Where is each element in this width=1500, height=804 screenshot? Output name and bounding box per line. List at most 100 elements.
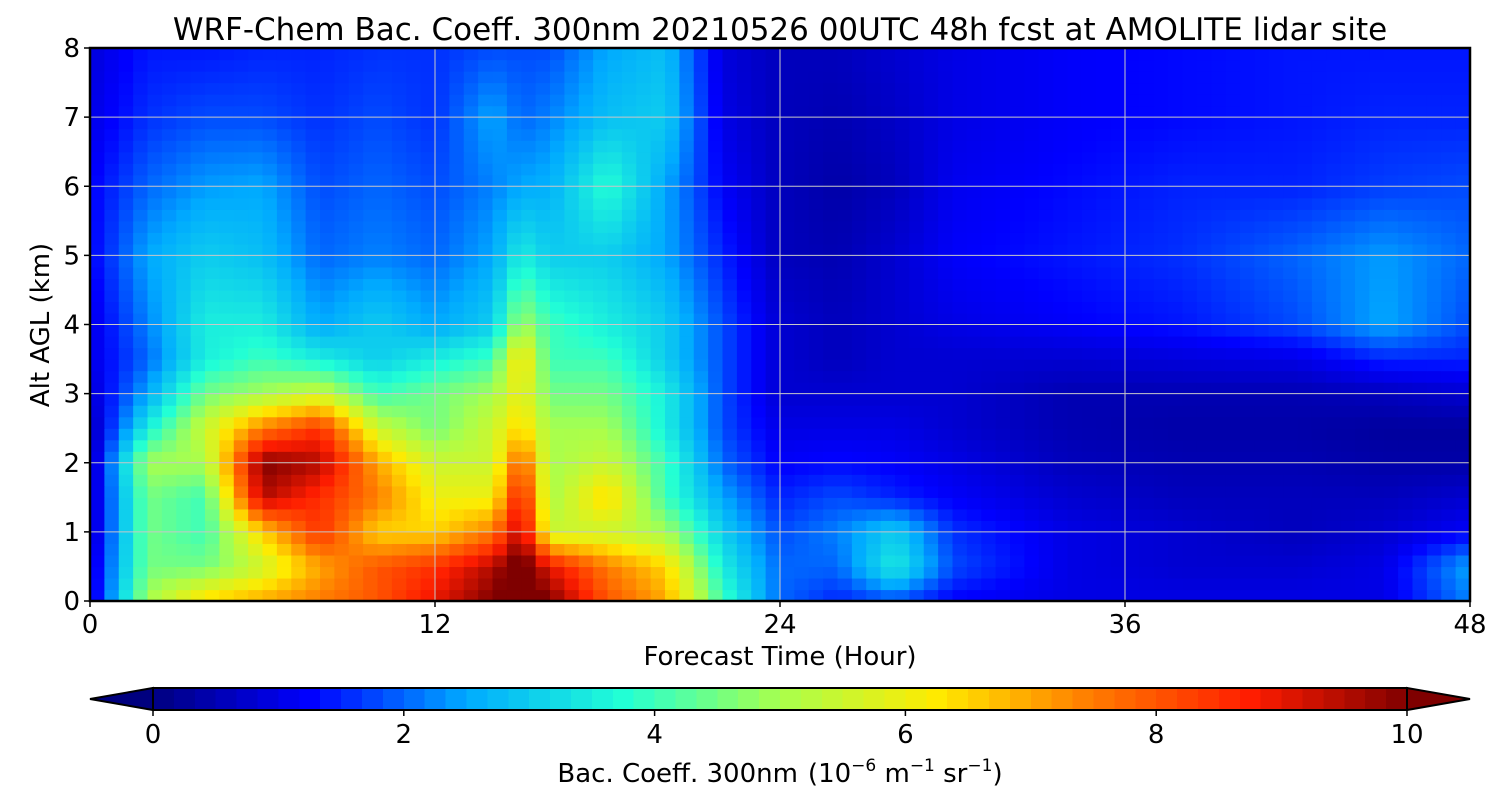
- heatmap-cell: [593, 94, 609, 107]
- heatmap-cell: [808, 163, 824, 176]
- heatmap-cell: [1398, 485, 1414, 498]
- heatmap-cell: [995, 566, 1011, 579]
- heatmap-cell: [305, 497, 321, 510]
- heatmap-cell: [636, 197, 652, 210]
- heatmap-cell: [952, 278, 968, 291]
- heatmap-cell: [880, 554, 896, 568]
- heatmap-cell: [765, 59, 781, 72]
- heatmap-cell: [1383, 566, 1399, 579]
- heatmap-cell: [406, 543, 422, 556]
- heatmap-cell: [276, 278, 292, 291]
- heatmap-cell: [262, 128, 278, 141]
- heatmap-cell: [593, 301, 609, 314]
- heatmap-cell: [377, 439, 393, 452]
- heatmap-cell: [981, 163, 997, 176]
- heatmap-cell: [837, 209, 853, 222]
- heatmap-cell: [1254, 577, 1270, 591]
- heatmap-cell: [1168, 94, 1184, 107]
- heatmap-cell: [1010, 508, 1025, 521]
- heatmap-cell: [1355, 278, 1370, 291]
- heatmap-cell: [621, 312, 637, 326]
- heatmap-cell: [248, 554, 264, 568]
- heatmap-cell: [133, 577, 149, 591]
- heatmap-cell: [449, 266, 465, 280]
- heatmap-cell: [406, 174, 422, 187]
- heatmap-cell: [219, 566, 235, 579]
- heatmap-cell: [320, 347, 335, 360]
- heatmap-cell: [449, 497, 465, 510]
- heatmap-cell: [1455, 428, 1470, 441]
- heatmap-cell: [1081, 577, 1097, 591]
- heatmap-cell: [995, 243, 1011, 256]
- heatmap-cell: [305, 393, 321, 406]
- heatmap-cell: [1441, 508, 1457, 521]
- heatmap-cell: [1211, 531, 1227, 544]
- heatmap-cell: [435, 589, 450, 601]
- heatmap-cell: [506, 59, 522, 72]
- heatmap-cell: [233, 531, 249, 544]
- heatmap-cell: [1053, 428, 1069, 441]
- heatmap-cell: [205, 474, 220, 487]
- heatmap-cell: [1225, 186, 1241, 199]
- heatmap-cell: [1311, 520, 1327, 533]
- heatmap-cell: [1196, 416, 1212, 429]
- heatmap-cell: [506, 439, 522, 452]
- heatmap-cell: [909, 117, 925, 130]
- heatmap-cell: [506, 140, 522, 153]
- heatmap-cell: [1412, 336, 1428, 349]
- heatmap-cell: [190, 174, 206, 187]
- heatmap-cell: [276, 359, 292, 372]
- heatmap-cell: [895, 324, 910, 337]
- heatmap-cell: [90, 71, 105, 84]
- heatmap-cell: [808, 128, 824, 141]
- heatmap-cell: [593, 428, 609, 441]
- heatmap-cell: [736, 497, 752, 510]
- heatmap-cell: [880, 128, 896, 141]
- heatmap-cell: [909, 347, 925, 360]
- heatmap-cell: [506, 220, 522, 233]
- heatmap-cell: [262, 359, 278, 372]
- heatmap-cell: [1426, 243, 1442, 256]
- heatmap-cell: [190, 140, 206, 153]
- heatmap-cell: [722, 82, 738, 95]
- heatmap-cell: [1153, 370, 1169, 383]
- heatmap-cell: [895, 497, 910, 510]
- heatmap-cell: [535, 71, 551, 84]
- heatmap-cell: [578, 59, 594, 72]
- heatmap-cell: [593, 347, 609, 360]
- heatmap-cell: [147, 117, 163, 130]
- heatmap-cell: [1067, 577, 1083, 591]
- heatmap-cell: [1283, 197, 1299, 210]
- heatmap-cell: [823, 462, 839, 475]
- heatmap-cell: [665, 301, 680, 314]
- heatmap-cell: [104, 243, 120, 256]
- heatmap-cell: [679, 312, 695, 326]
- heatmap-cell: [147, 255, 163, 268]
- heatmap-cell: [133, 416, 149, 429]
- heatmap-cell: [334, 151, 350, 164]
- heatmap-cell: [1268, 151, 1284, 164]
- heatmap-cell: [1455, 105, 1470, 118]
- heatmap-cell: [1398, 324, 1414, 337]
- heatmap-cell: [823, 405, 839, 418]
- heatmap-cell: [952, 543, 968, 556]
- heatmap-cell: [751, 393, 767, 406]
- heatmap-cell: [1369, 577, 1385, 591]
- heatmap-cell: [693, 439, 709, 452]
- heatmap-cell: [334, 439, 350, 452]
- heatmap-cell: [463, 416, 479, 429]
- heatmap-cell: [1326, 451, 1342, 464]
- heatmap-cell: [593, 163, 609, 176]
- heatmap-cell: [981, 301, 997, 314]
- heatmap-cell: [923, 266, 939, 280]
- heatmap-cell: [219, 128, 235, 141]
- heatmap-cell: [348, 566, 364, 579]
- heatmap-cell: [1168, 336, 1184, 349]
- heatmap-cell: [1096, 497, 1112, 510]
- heatmap-cell: [1096, 577, 1112, 591]
- heatmap-cell: [1426, 289, 1442, 303]
- heatmap-cell: [636, 485, 652, 498]
- heatmap-cell: [636, 370, 652, 383]
- heatmap-cell: [1455, 359, 1470, 372]
- heatmap-cell: [1297, 140, 1313, 153]
